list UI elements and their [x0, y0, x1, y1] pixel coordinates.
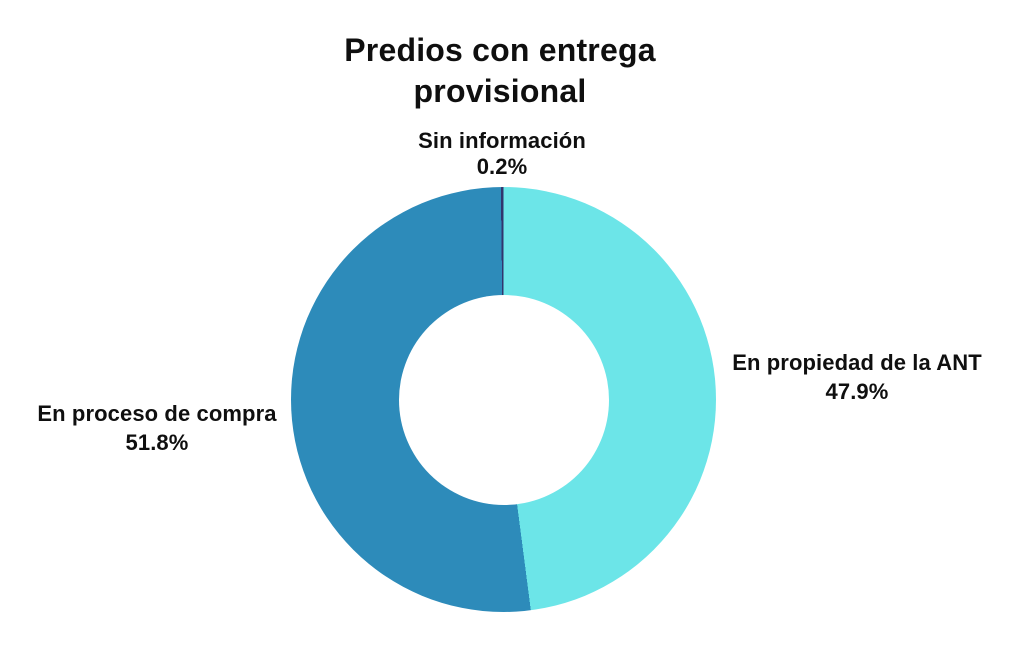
chart-title: Predios con entrega provisional: [250, 30, 750, 112]
slice-callout-en-proceso-compra: En proceso de compra 51.8%: [0, 399, 317, 457]
slice-percent: 0.2%: [476, 154, 528, 179]
donut-hole: [398, 294, 609, 505]
slice-percent: 47.9%: [825, 379, 889, 404]
slice-label: En propiedad de la ANT: [732, 350, 982, 375]
donut-chart: [291, 187, 716, 612]
slice-label: Sin información: [418, 128, 586, 153]
slice-percent: 51.8%: [125, 430, 189, 455]
slice-callout-en-propiedad-ant: En propiedad de la ANT 47.9%: [697, 348, 1017, 406]
chart-title-line-1: Predios con entrega: [344, 32, 656, 68]
chart-title-line-2: provisional: [413, 73, 587, 109]
slice-label: En proceso de compra: [37, 401, 277, 426]
slice-callout-sin-informacion: Sin información 0.2%: [342, 128, 662, 180]
